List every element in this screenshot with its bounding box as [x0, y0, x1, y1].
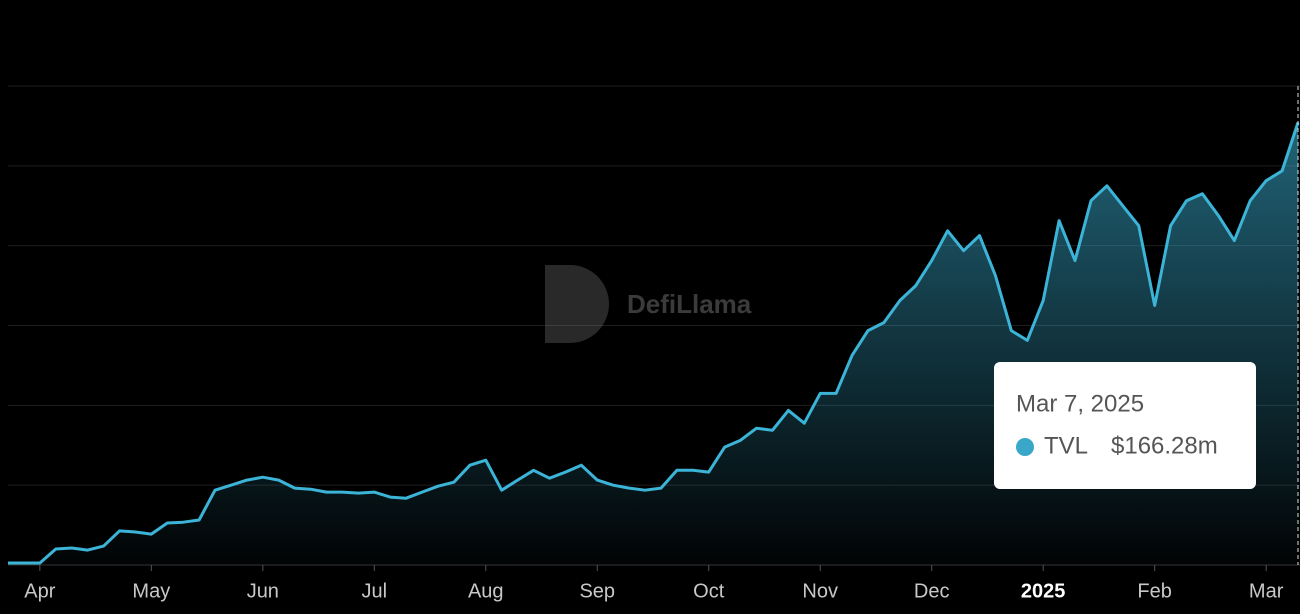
watermark: DefiLlama: [545, 265, 752, 343]
x-tick-label: Aug: [468, 580, 504, 602]
x-tick-label: 2025: [1021, 580, 1066, 602]
x-tick-label: Mar: [1249, 580, 1284, 602]
tooltip-series: TVL: [1044, 432, 1088, 459]
x-tick-label: Sep: [579, 580, 615, 602]
x-axis: Apr May Jun Jul Aug Sep Oct Nov Dec 2025 Feb Mar: [24, 565, 1284, 602]
x-tick-label: Oct: [693, 580, 725, 602]
x-tick-label: Feb: [1137, 580, 1171, 602]
line: [8, 122, 1300, 565]
area: [8, 122, 1298, 565]
x-tick-label: Dec: [914, 580, 950, 602]
watermark-text: DefiLlama: [627, 289, 752, 319]
tooltip-box: [994, 362, 1256, 489]
x-tick-label: May: [132, 580, 170, 602]
x-tick-label: Apr: [24, 580, 55, 602]
tooltip-date: Mar 7, 2025: [1016, 390, 1144, 417]
tooltip-dot: [1016, 438, 1034, 456]
watermark-logo: [545, 265, 609, 343]
tooltip-value: $166.28m: [1111, 432, 1218, 459]
tooltip: Mar 7, 2025 TVL $166.28m: [994, 362, 1256, 489]
grid: [8, 85, 1300, 566]
x-tick-label: Jun: [247, 580, 279, 602]
x-tick-label: Jul: [362, 580, 388, 602]
x-tick-label: Nov: [802, 580, 838, 602]
plot: [8, 122, 1300, 565]
